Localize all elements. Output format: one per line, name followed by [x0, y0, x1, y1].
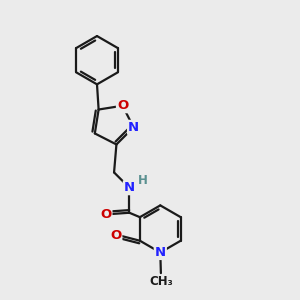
Text: H: H	[138, 174, 148, 187]
Text: CH₃: CH₃	[149, 275, 173, 288]
Text: O: O	[117, 99, 128, 112]
Text: O: O	[100, 208, 111, 221]
Text: N: N	[155, 246, 166, 259]
Text: O: O	[110, 229, 122, 242]
Text: N: N	[128, 121, 139, 134]
Text: N: N	[124, 181, 135, 194]
